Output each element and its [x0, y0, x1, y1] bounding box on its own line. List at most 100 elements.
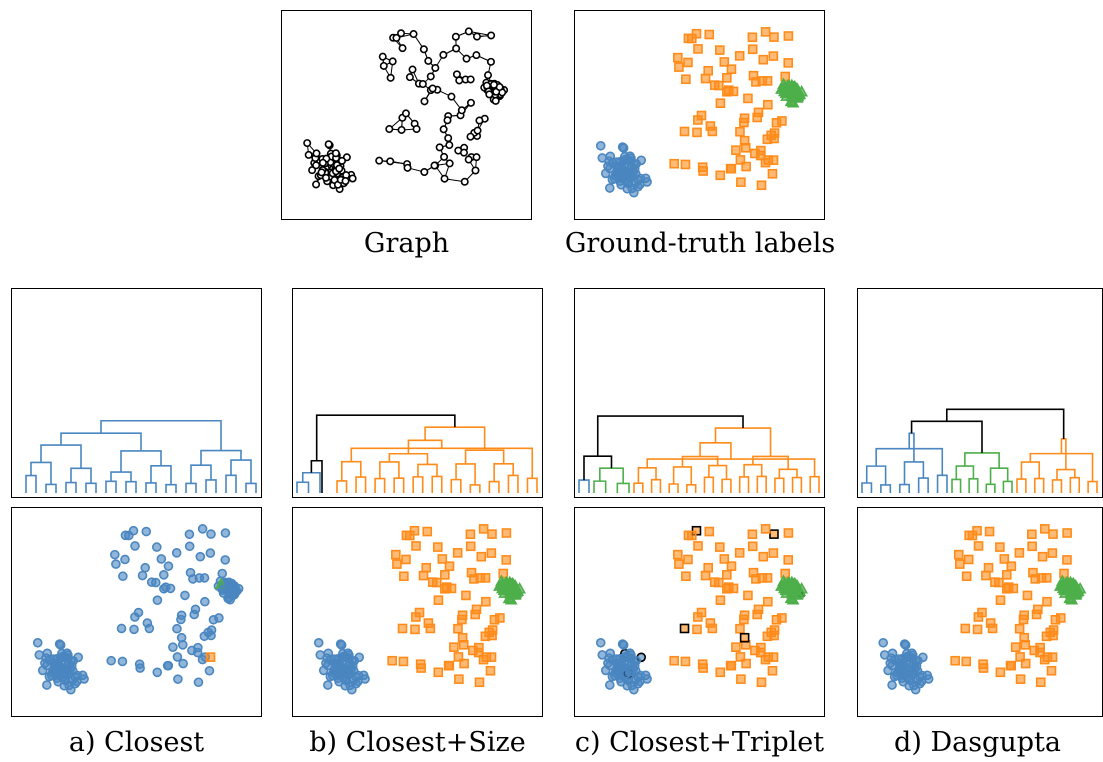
scatter-point	[152, 667, 163, 678]
scatter-point	[743, 590, 753, 601]
scatter-point	[152, 595, 163, 605]
truth-point	[756, 180, 767, 191]
scatter-point	[1048, 529, 1058, 539]
scatter-point	[963, 554, 974, 565]
graph-node	[388, 57, 397, 66]
scatter-point	[1048, 625, 1059, 635]
dendrogram-branch	[650, 478, 662, 493]
truth-point	[681, 74, 691, 85]
scatter-point	[200, 596, 210, 607]
dendrogram-branch	[703, 476, 715, 493]
scatter-point	[489, 614, 500, 625]
dendrogram-branch	[686, 483, 697, 493]
dendrogram-branch	[1051, 479, 1063, 493]
plot-frame	[574, 288, 825, 498]
scatter-point	[171, 548, 182, 558]
scatter-point	[485, 665, 496, 676]
truth-point	[747, 32, 758, 43]
scatter-point	[769, 529, 779, 539]
graph-node	[451, 32, 460, 41]
dendrogram-branch	[809, 475, 820, 493]
dendrogram-branch	[633, 482, 644, 493]
truth-point	[780, 89, 793, 101]
truth-point	[762, 134, 773, 145]
dendrogram-branch	[412, 476, 424, 493]
graph-node	[484, 71, 493, 80]
truth-point	[719, 57, 730, 67]
scatter-point	[208, 614, 219, 625]
scatter-point	[474, 677, 485, 688]
scatter-point	[118, 571, 128, 582]
scatter-point	[687, 530, 697, 541]
dendrogram-branch	[25, 474, 37, 493]
graph-node	[489, 80, 498, 89]
scatter-point	[433, 667, 444, 678]
truth-point	[743, 93, 753, 104]
dendrogram-branch	[903, 461, 925, 485]
caption-closest-size: b) Closest+Size	[309, 727, 526, 758]
dendrogram-branch	[908, 432, 915, 462]
scatter-point	[172, 652, 183, 662]
scatter-point	[735, 623, 745, 634]
plot-frame	[574, 10, 825, 220]
dendrogram-branch	[738, 476, 750, 493]
truth-point	[763, 99, 773, 110]
graph-node	[471, 166, 480, 175]
scatter-point	[476, 551, 487, 562]
dendrogram-branch	[646, 458, 816, 477]
scatter-point	[725, 660, 736, 671]
dendrogram-branch	[455, 463, 476, 485]
scatter-point	[452, 548, 463, 558]
graph-node	[440, 174, 449, 183]
scatter-point	[151, 542, 162, 552]
dendrogram-branch	[120, 450, 162, 473]
scatter-point	[715, 667, 726, 678]
scatter-point	[1037, 551, 1048, 562]
scatter-point	[486, 652, 497, 662]
scatter-point	[217, 568, 228, 579]
graph-node	[378, 52, 387, 61]
scatter-point	[192, 647, 203, 658]
scatter-point	[411, 541, 421, 551]
truth-point	[707, 126, 718, 137]
dendrogram-branch	[778, 468, 798, 479]
graph-node	[408, 65, 417, 74]
scatter-point	[173, 674, 183, 684]
scatter-point	[714, 542, 725, 552]
scatter-point	[994, 577, 1004, 588]
scatter-point	[680, 656, 691, 667]
graph-node	[464, 155, 473, 164]
scatter-point	[418, 570, 429, 581]
scatter-point	[713, 577, 724, 588]
dendrogram-root-branch	[945, 408, 1065, 439]
dendrogram-branch	[880, 484, 892, 493]
plot-frame	[574, 507, 825, 717]
dendrogram-branch	[105, 480, 117, 493]
dendrogram-branch	[200, 449, 242, 466]
scatter-point	[1050, 614, 1061, 625]
dendrogram-branch	[125, 480, 137, 493]
scatter-point	[758, 551, 769, 562]
scatter-point	[731, 642, 741, 652]
scatter-point	[130, 541, 140, 551]
scatter-point	[769, 625, 780, 635]
truth-point	[780, 71, 791, 82]
scatter-point	[878, 637, 888, 648]
scatter-point	[416, 663, 426, 673]
scatter-point	[786, 593, 800, 605]
scatter-point	[595, 637, 606, 648]
ground-truth-plot	[574, 10, 825, 220]
dendrogram-branch	[861, 482, 873, 493]
scatter-point	[1003, 582, 1014, 592]
truth-point	[783, 31, 794, 41]
scatter-point	[47, 667, 58, 678]
plot-frame	[11, 507, 262, 717]
truth-point	[726, 64, 737, 74]
scatter-point	[1062, 555, 1072, 565]
dendrogram-branch	[593, 480, 607, 493]
plot-frame	[11, 288, 262, 498]
scatter-point	[397, 623, 408, 634]
scatter-point	[124, 530, 134, 541]
scatter-point	[983, 562, 994, 573]
graph-node	[303, 139, 312, 148]
